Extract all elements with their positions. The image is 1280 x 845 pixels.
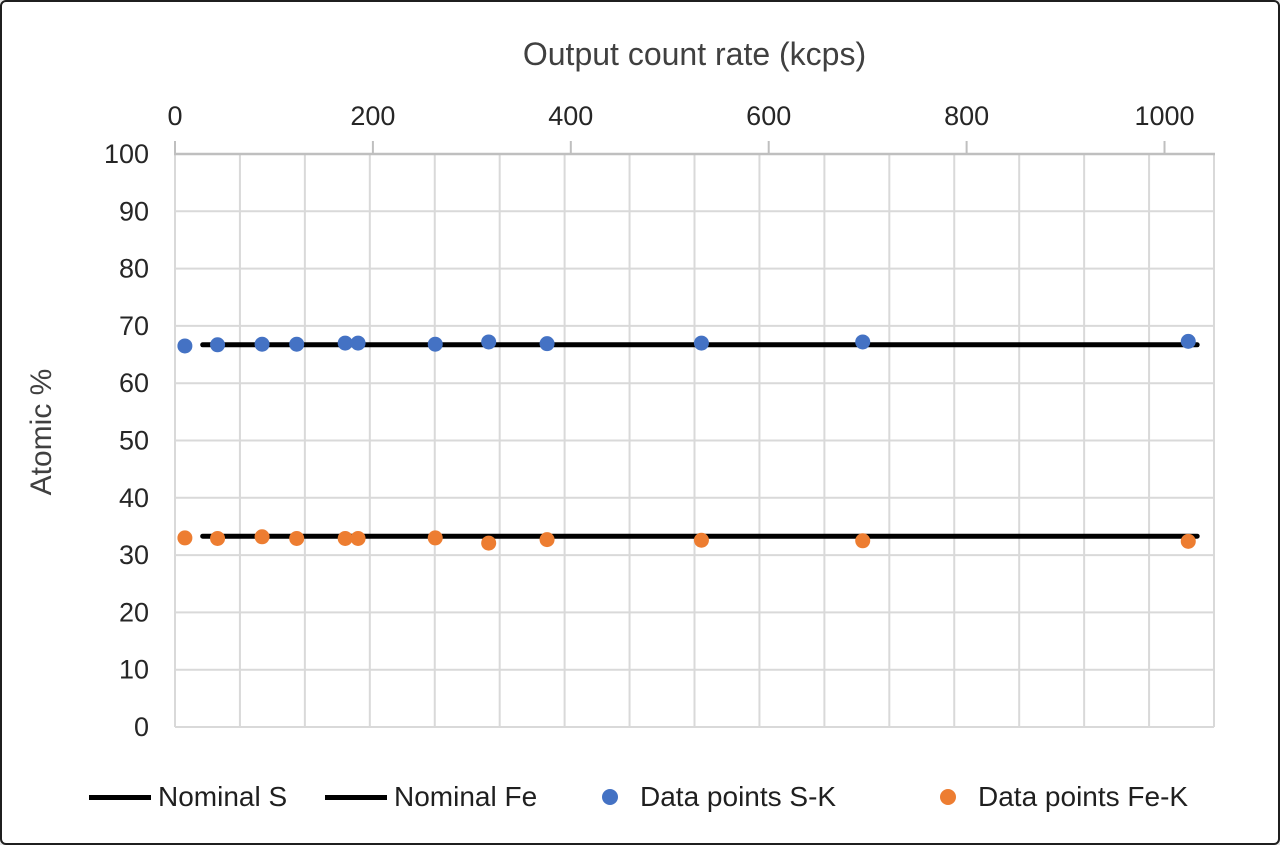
- data-point-data-points-fe-k: [855, 533, 871, 549]
- data-point-data-points-s-k: [427, 336, 443, 352]
- data-point-data-points-s-k: [210, 337, 226, 353]
- data-point-data-points-s-k: [177, 338, 193, 354]
- legend-item-nominal-fe: Nominal Fe: [325, 779, 537, 815]
- data-point-data-points-s-k: [289, 336, 305, 352]
- data-point-data-points-s-k: [337, 335, 353, 351]
- y-tick-label: 10: [119, 655, 149, 685]
- y-tick-label: 90: [119, 196, 149, 226]
- data-point-data-points-s-k: [481, 334, 497, 350]
- data-point-data-points-s-k: [350, 335, 366, 351]
- data-point-data-points-fe-k: [350, 530, 366, 546]
- legend-label-nominal-s: Nominal S: [158, 781, 288, 812]
- data-point-data-points-fe-k: [539, 532, 555, 548]
- y-tick-label: 0: [134, 712, 149, 742]
- x-tick-label: 800: [944, 101, 989, 131]
- x-tick-label: 1000: [1134, 101, 1194, 131]
- x-tick-label: 0: [167, 101, 182, 131]
- y-tick-label: 50: [119, 426, 149, 456]
- x-tick-label: 400: [548, 101, 593, 131]
- x-tick-label: 600: [746, 101, 791, 131]
- data-point-data-points-s-k: [855, 334, 871, 350]
- legend-line-swatch-nominal-fe: [325, 794, 387, 800]
- y-tick-label: 60: [119, 368, 149, 398]
- legend-label-data-points-s-k: Data points S-K: [640, 781, 837, 812]
- data-point-data-points-fe-k: [427, 530, 443, 546]
- legend-item-data-points-s-k: Data points S-K: [602, 779, 836, 815]
- y-tick-label: 20: [119, 597, 149, 627]
- data-point-data-points-fe-k: [1180, 533, 1196, 549]
- x-axis-title: Output count rate (kcps): [522, 36, 867, 72]
- y-tick-label: 100: [104, 139, 149, 169]
- legend-item-nominal-s: Nominal S: [89, 779, 287, 815]
- data-point-data-points-fe-k: [210, 530, 226, 546]
- y-tick-label: 30: [119, 540, 149, 570]
- y-tick-label: 40: [119, 483, 149, 513]
- data-point-data-points-fe-k: [254, 529, 270, 545]
- legend-dot-swatch-s-k: [602, 789, 618, 805]
- legend-label-data-points-fe-k: Data points Fe-K: [978, 781, 1189, 812]
- legend: Nominal S Nominal Fe Data points S-K Dat…: [2, 779, 1278, 815]
- data-point-data-points-fe-k: [177, 530, 193, 546]
- data-point-data-points-s-k: [539, 336, 555, 352]
- data-point-data-points-s-k: [254, 336, 270, 352]
- x-tick-label: 200: [350, 101, 395, 131]
- y-tick-label: 70: [119, 311, 149, 341]
- data-point-data-points-s-k: [693, 335, 709, 351]
- data-point-data-points-fe-k: [289, 530, 305, 546]
- y-tick-label: 80: [119, 254, 149, 284]
- data-point-data-points-fe-k: [693, 532, 709, 548]
- legend-item-data-points-fe-k: Data points Fe-K: [940, 779, 1188, 815]
- legend-label-nominal-fe: Nominal Fe: [394, 781, 538, 812]
- legend-line-swatch-nominal-s: [89, 794, 151, 800]
- data-point-data-points-fe-k: [337, 530, 353, 546]
- data-point-data-points-fe-k: [481, 535, 497, 551]
- legend-dot-swatch-fe-k: [940, 789, 956, 805]
- data-point-data-points-s-k: [1180, 333, 1196, 349]
